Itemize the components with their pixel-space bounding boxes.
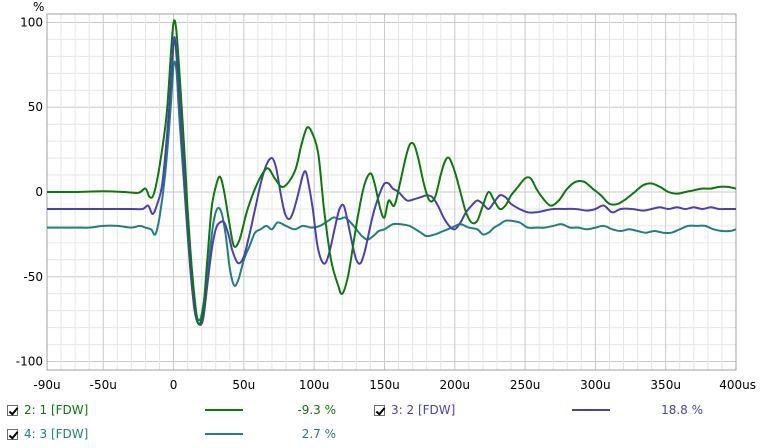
x-tick-label: 150u xyxy=(369,378,400,392)
y-tick-label: 0 xyxy=(35,185,43,199)
y-tick-label: -50 xyxy=(23,270,43,284)
series-2-name: 3: 2 [FDW] xyxy=(391,403,456,417)
series-2-value: 18.8 % xyxy=(661,403,703,417)
series-1-value: -9.3 % xyxy=(297,403,336,417)
series-line-2 xyxy=(47,36,736,326)
x-tick-label: 250u xyxy=(510,378,541,392)
legend-item-series-2[interactable]: 3: 2 [FDW] xyxy=(374,400,455,420)
series-2-visibility-checkbox[interactable] xyxy=(374,404,385,416)
series-3-color-swatch xyxy=(205,433,243,435)
x-tick-label: 50u xyxy=(232,378,255,392)
y-axis-unit-label: % xyxy=(33,0,44,14)
series-3-visibility-checkbox[interactable] xyxy=(7,428,18,440)
y-tick-label: 100 xyxy=(20,15,43,29)
y-axis-tick-labels: 100 50 0 -50 -100 xyxy=(16,15,43,368)
x-axis-tick-labels: -90u -50u 0 50u 100u 150u 200u 250u 300u 350u 400u… xyxy=(33,378,756,392)
x-tick-label: 350u xyxy=(650,378,681,392)
series-lines xyxy=(46,19,737,326)
impulse-response-chart: % 100 50 0 -50 -100 -90u -50u 0 50u 100u 150u 200u… xyxy=(16,0,756,392)
x-tick-label: -90u xyxy=(33,378,60,392)
x-tick-label: 300u xyxy=(580,378,611,392)
series-2-color-swatch xyxy=(572,409,610,411)
plot-grid xyxy=(46,14,737,370)
y-tick-label: 50 xyxy=(28,100,43,114)
x-tick-label: 0 xyxy=(170,378,178,392)
x-tick-label: 400us xyxy=(719,378,756,392)
legend-item-series-3[interactable]: 4: 3 [FDW] xyxy=(7,424,88,444)
x-tick-label: 100u xyxy=(299,378,330,392)
x-tick-label: 200u xyxy=(440,378,471,392)
series-1-name: 2: 1 [FDW] xyxy=(24,403,89,417)
series-1-color-swatch xyxy=(205,409,243,411)
series-3-value: 2.7 % xyxy=(301,427,336,441)
series-1-visibility-checkbox[interactable] xyxy=(7,404,18,416)
series-line-3 xyxy=(47,60,737,322)
x-tick-label: -50u xyxy=(90,378,117,392)
y-tick-label: -100 xyxy=(16,355,43,369)
legend: 2: 1 [FDW] -9.3 % 3: 2 [FDW] 18.8 % 4: 3… xyxy=(0,400,760,448)
series-3-name: 4: 3 [FDW] xyxy=(24,427,89,441)
series-line-1 xyxy=(46,19,737,326)
legend-item-series-1[interactable]: 2: 1 [FDW] xyxy=(7,400,88,420)
